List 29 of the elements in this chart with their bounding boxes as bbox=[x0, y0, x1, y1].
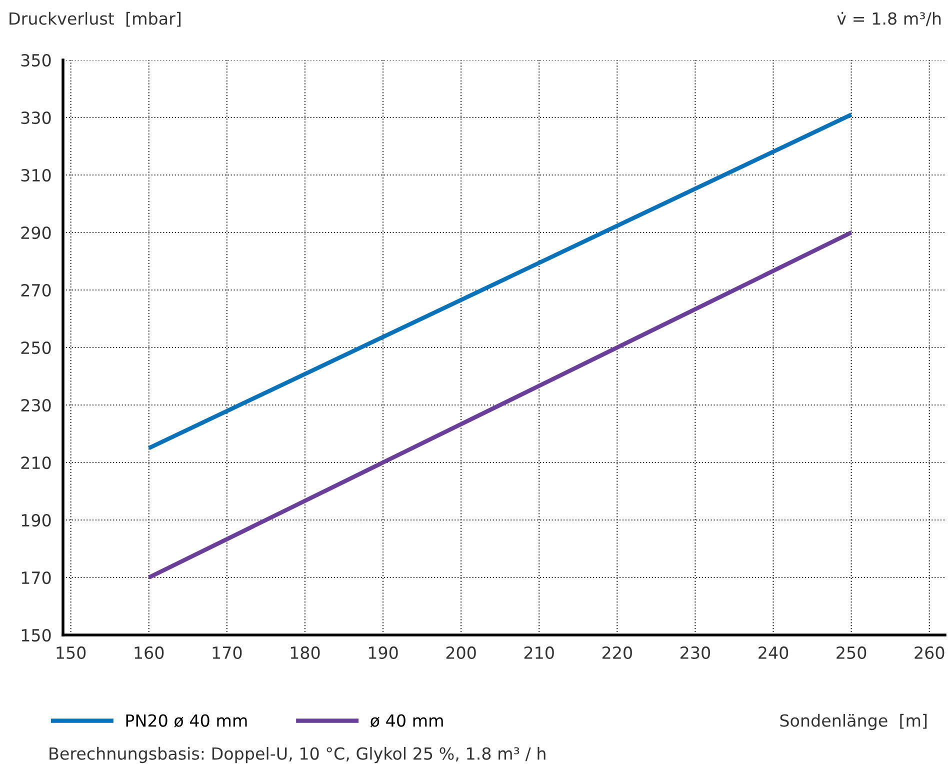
y-tick-label: 330 bbox=[21, 111, 51, 124]
y-tick-label: 170 bbox=[22, 571, 51, 584]
x-tick-label: 190 bbox=[368, 646, 398, 660]
x-tick-label: 180 bbox=[290, 646, 320, 660]
text: v̇ = 1.8 m³/h bbox=[837, 12, 941, 26]
legend-label: PN20 ø 40 mm bbox=[126, 714, 247, 728]
x-tick-label: 200 bbox=[446, 646, 476, 660]
y-tick-label: 290 bbox=[21, 226, 51, 240]
y-tick-label: 230 bbox=[21, 398, 51, 412]
x-tick-label: 250 bbox=[836, 646, 866, 660]
y-tick-label: 150 bbox=[22, 628, 51, 642]
x-tick-label: 170 bbox=[212, 646, 242, 660]
x-tick-label: 150 bbox=[56, 646, 86, 660]
y-tick-label: 270 bbox=[21, 284, 51, 297]
text: Berechnungsbasis: Doppel-U, 10 °C, Glykol 25 %, 1.8 m³ / h bbox=[50, 746, 546, 764]
y-tick-label: 210 bbox=[21, 456, 51, 470]
y-tick-label: 250 bbox=[21, 341, 51, 354]
y-tick-label: 350 bbox=[21, 54, 51, 67]
x-tick-label: 210 bbox=[524, 646, 554, 660]
x-axis-title: Sondenlänge [m] bbox=[780, 714, 927, 730]
x-tick-label: 230 bbox=[680, 646, 710, 660]
x-tick-label: 220 bbox=[602, 646, 632, 660]
y-tick-label: 190 bbox=[22, 514, 51, 527]
legend-label: ø 40 mm bbox=[370, 714, 443, 728]
x-tick-label: 240 bbox=[758, 646, 788, 660]
y-axis-title: Druckverlust [mbar] bbox=[10, 12, 180, 27]
x-tick-label: 160 bbox=[134, 646, 164, 660]
x-tick-label: 260 bbox=[914, 646, 944, 660]
y-tick-label: 310 bbox=[21, 168, 51, 182]
